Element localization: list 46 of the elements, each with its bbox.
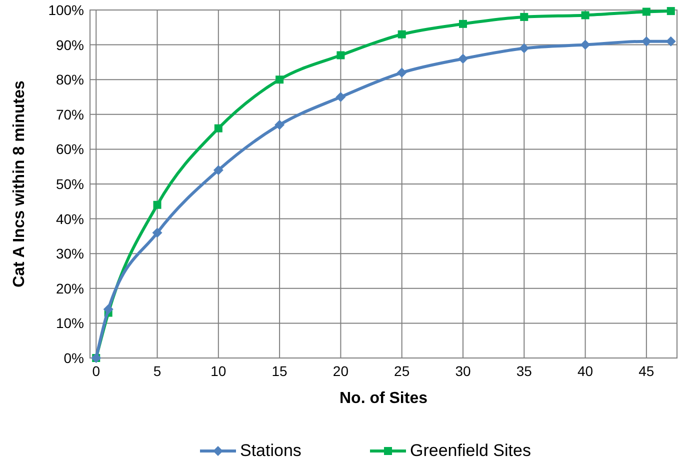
y-tick-label: 50% bbox=[56, 176, 84, 192]
point bbox=[274, 120, 285, 130]
x-tick-label: 20 bbox=[332, 363, 349, 379]
point bbox=[213, 165, 224, 176]
point bbox=[214, 124, 222, 132]
x-axis-title: No. of Sites bbox=[339, 390, 428, 407]
x-tick-label: 10 bbox=[210, 363, 226, 379]
point bbox=[152, 228, 162, 238]
point bbox=[458, 54, 468, 64]
point bbox=[336, 51, 345, 60]
y-tick-label: 60% bbox=[56, 141, 84, 158]
point bbox=[666, 36, 676, 46]
y-tick-label: 70% bbox=[56, 106, 84, 122]
point bbox=[519, 43, 530, 54]
point bbox=[666, 7, 675, 16]
legend-label: Greenfield Sites bbox=[410, 441, 531, 460]
x-tick-label: 30 bbox=[455, 363, 471, 379]
point bbox=[580, 40, 590, 50]
point bbox=[103, 304, 114, 314]
x-tick-label: 40 bbox=[577, 363, 594, 379]
legend-label: Stations bbox=[240, 441, 302, 460]
y-tick-label: 0% bbox=[64, 350, 84, 366]
y-tick-label: 10% bbox=[56, 315, 84, 332]
y-tick-label: 100% bbox=[48, 2, 84, 18]
point bbox=[641, 36, 652, 46]
x-tick-label: 0 bbox=[92, 363, 100, 379]
point bbox=[642, 8, 650, 16]
point bbox=[276, 76, 284, 84]
point bbox=[336, 92, 346, 102]
point bbox=[396, 68, 407, 78]
y-tick-label: 80% bbox=[56, 72, 84, 88]
y-tick-label: 20% bbox=[56, 280, 84, 296]
y-tick-label: 30% bbox=[56, 246, 84, 262]
y-axis-title: Cat A Incs within 8 minutes bbox=[11, 80, 28, 288]
point bbox=[458, 20, 467, 28]
x-tick-label: 45 bbox=[638, 363, 654, 379]
y-tick-label: 90% bbox=[56, 36, 84, 53]
point bbox=[398, 30, 406, 38]
point bbox=[581, 11, 590, 20]
point bbox=[520, 12, 528, 21]
x-tick-label: 15 bbox=[272, 363, 288, 379]
y-tick-label: 40% bbox=[56, 210, 84, 227]
x-tick-label: 35 bbox=[516, 363, 532, 379]
x-tick-label: 25 bbox=[394, 363, 410, 379]
x-tick-label: 5 bbox=[153, 363, 162, 379]
point bbox=[153, 200, 162, 209]
